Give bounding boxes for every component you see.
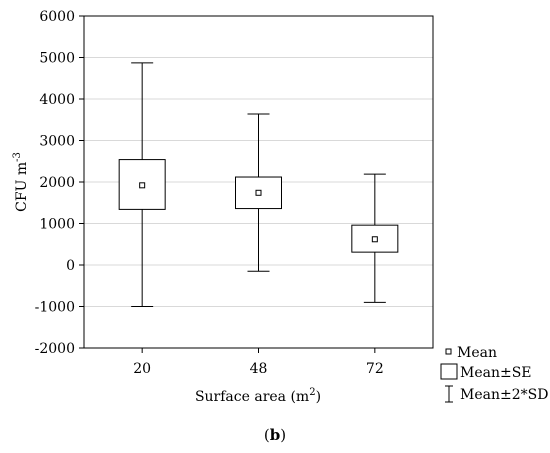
y-tick-label: -1000 [35,300,75,316]
legend-mean-label: Mean [457,345,497,361]
y-tick-label: 0 [66,258,75,274]
x-tick-label: 20 [133,361,151,377]
x-axis-title: Surface area (m2) [195,387,321,405]
panel-label: (b) [264,426,286,444]
y-tick-label: 6000 [39,9,75,25]
legend-sd-label: Mean±2*SD [460,387,548,403]
y-tick-label: 5000 [39,51,75,67]
y-tick-label: 3000 [39,134,75,150]
mean-marker [139,182,146,189]
legend-se-label: Mean±SE [460,365,532,381]
y-tick-label: 4000 [39,92,75,108]
y-tick-label: -2000 [35,341,75,357]
x-tick-label: 48 [250,361,268,377]
box-72 [351,173,399,303]
y-axis-title: CFU m-3 [12,152,30,212]
mean-marker [371,236,378,243]
legend-se-box [440,363,458,380]
legend-sd-whisker-icon [445,385,453,403]
y-tick-label: 1000 [39,217,75,233]
legend-mean-marker [445,348,452,355]
mean-marker [255,189,262,196]
y-axis-ticks: -2000 -1000 0 1000 2000 3000 4000 5000 6000 [35,9,84,357]
x-axis-ticks: 20 48 72 [133,348,384,377]
box-20 [118,62,166,307]
box-48 [235,113,282,272]
y-tick-label: 2000 [39,175,75,191]
x-tick-label: 72 [366,361,384,377]
legend: Mean Mean±SE Mean±2*SD [440,345,548,403]
boxes [118,62,399,307]
